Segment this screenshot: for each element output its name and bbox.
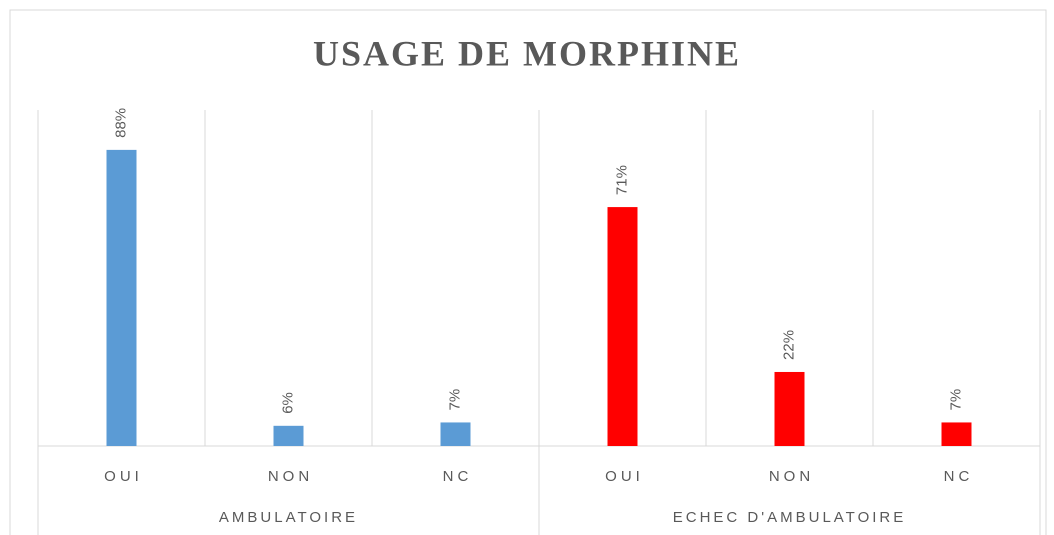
value-label: 7% [947,389,964,411]
chart-border [9,9,1047,535]
value-label: 6% [279,392,296,414]
bar [273,425,304,446]
value-label: 7% [446,389,463,411]
group-label: AMBULATOIRE [219,509,358,526]
x-tick-label: NON [268,468,313,485]
x-tick-label: OUI [605,468,644,485]
bar [774,371,805,446]
value-label: 88% [112,108,129,138]
bar [106,149,137,446]
bar [607,207,638,446]
x-tick-label: NON [769,468,814,485]
value-label: 71% [613,165,630,195]
x-tick-label: NC [443,468,473,485]
value-label: 22% [780,330,797,360]
x-tick-label: OUI [104,468,143,485]
chart-title: USAGE DE MORPHINE [313,33,741,73]
bar [440,422,471,446]
group-label: ECHEC D'AMBULATOIRE [673,509,907,526]
bar [941,422,972,446]
x-tick-label: NC [944,468,974,485]
